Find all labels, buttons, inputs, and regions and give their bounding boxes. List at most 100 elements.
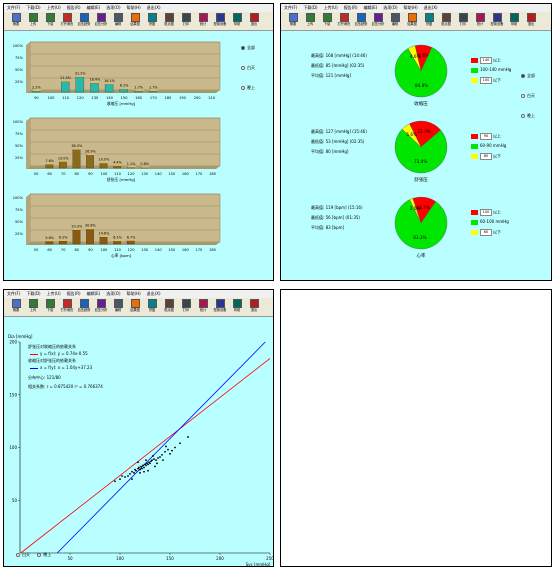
toolbar-button-13[interactable]: 帮助 (506, 13, 522, 29)
toolbar-button-12[interactable]: 配置设备 (212, 13, 228, 29)
toolbar-button-0[interactable]: 概要 (8, 299, 24, 315)
toolbar-button-12[interactable]: 配置设备 (489, 13, 505, 29)
toolbar-button-7[interactable]: 结果图 (127, 299, 143, 315)
toolbar-button-9[interactable]: 散点图 (161, 13, 177, 29)
toolbar-button-0[interactable]: 概要 (8, 13, 24, 29)
menu-item-6[interactable]: 帮助(H) (126, 5, 141, 10)
toolbar-button-3[interactable]: 打开病历 (59, 13, 75, 29)
toolbar-button-1[interactable]: 上传 (25, 299, 41, 315)
toolbar-button-4[interactable]: 血压趋势 (76, 13, 92, 29)
toolbar-button-13[interactable]: 帮助 (229, 299, 245, 315)
toolbar-icon-1 (305, 13, 315, 22)
x-tick-label: 120 (77, 96, 85, 100)
toolbar-button-3[interactable]: 打开病历 (336, 13, 352, 29)
menu-item-6[interactable]: 帮助(H) (403, 5, 418, 10)
toolbar-button-10[interactable]: 打印 (178, 299, 194, 315)
menu-item-4[interactable]: 编辑(E) (86, 5, 101, 10)
menu-item-0[interactable]: 文件(F) (284, 5, 298, 10)
filter-all-radio[interactable]: 全部 (241, 45, 269, 51)
menu-item-1[interactable]: 下载(D) (26, 291, 41, 296)
filter-day-radio[interactable]: 白天 (241, 65, 269, 71)
threshold-input[interactable]: 100 (480, 77, 492, 84)
menu-item-4[interactable]: 编辑(E) (86, 291, 101, 296)
toolbar-button-6[interactable]: 编辑 (110, 299, 126, 315)
toolbar-button-10[interactable]: 打印 (455, 13, 471, 29)
toolbar-button-13[interactable]: 帮助 (229, 13, 245, 29)
bar-top (86, 227, 96, 230)
toolbar-button-12[interactable]: 配置设备 (212, 299, 228, 315)
x-tick-label: 100 (100, 248, 108, 252)
toolbar-label-6: 编辑 (391, 22, 399, 26)
menu-item-5[interactable]: 选项(O) (383, 5, 398, 10)
toolbar-button-7[interactable]: 结果图 (127, 13, 143, 29)
toolbar-button-0[interactable]: 概要 (285, 13, 301, 29)
toolbar-button-5[interactable]: 血压分析 (93, 299, 109, 315)
threshold-input[interactable]: 140 (480, 57, 492, 64)
toolbar-icon-9 (441, 13, 451, 22)
toolbar-button-10[interactable]: 打印 (178, 13, 194, 29)
threshold-input[interactable]: 60 (480, 153, 492, 160)
filter-all-radio[interactable]: 全部 (521, 73, 549, 79)
toolbar-button-1[interactable]: 上传 (302, 13, 318, 29)
toolbar-button-6[interactable]: 编辑 (110, 13, 126, 29)
menu-item-1[interactable]: 下载(D) (26, 5, 41, 10)
bar-top (148, 89, 159, 92)
filter-night-radio[interactable]: 晚上 (521, 113, 549, 119)
slice-label: 4.6% (410, 54, 421, 59)
toolbar-button-1[interactable]: 上传 (25, 13, 41, 29)
menu-item-0[interactable]: 文件(F) (7, 5, 21, 10)
toolbar-label-1: 上传 (29, 22, 37, 26)
toolbar-label-1: 上传 (306, 22, 314, 26)
menu-item-2[interactable]: 上传(U) (46, 291, 61, 296)
menu-item-7[interactable]: 退出(X) (423, 5, 438, 10)
toolbar-icon-0 (11, 13, 21, 22)
toolbar-icon-5 (373, 13, 383, 22)
menu-item-5[interactable]: 选项(O) (106, 291, 121, 296)
menu-item-6[interactable]: 帮助(H) (126, 291, 141, 296)
menu-item-5[interactable]: 选项(O) (106, 5, 121, 10)
toolbar-button-2[interactable]: 下载 (42, 299, 58, 315)
menu-item-2[interactable]: 上传(U) (46, 5, 61, 10)
menu-item-3[interactable]: 报告(R) (343, 5, 358, 10)
toolbar-button-8[interactable]: 饼图 (421, 13, 437, 29)
histogram-content: 100% 75% 50% 25% 2.2% 90 100 21.5% 110 31.2% 120 18… (4, 31, 273, 280)
menu-item-1[interactable]: 下载(D) (303, 5, 318, 10)
menu-item-4[interactable]: 编辑(E) (363, 5, 378, 10)
menu-item-7[interactable]: 退出(X) (146, 291, 161, 296)
pie-slice (409, 198, 422, 224)
toolbar-button-7[interactable]: 结果图 (404, 13, 420, 29)
threshold-input[interactable]: 100 (480, 209, 492, 216)
toolbar-button-4[interactable]: 血压趋势 (76, 299, 92, 315)
menu-item-2[interactable]: 上传(U) (323, 5, 338, 10)
toolbar-button-11[interactable]: 统计 (195, 299, 211, 315)
toolbar-button-3[interactable]: 打开病历 (59, 299, 75, 315)
threshold-input[interactable]: 60 (480, 229, 492, 236)
filter-night-radio[interactable]: 晚上 (37, 552, 51, 557)
toolbar-button-8[interactable]: 饼图 (144, 299, 160, 315)
filter-day-radio[interactable]: 白天 (521, 93, 549, 99)
toolbar-label-3: 打开病历 (60, 22, 74, 26)
menu-item-0[interactable]: 文件(F) (7, 291, 21, 296)
toolbar-button-9[interactable]: 散点图 (438, 13, 454, 29)
toolbar-button-6[interactable]: 编辑 (387, 13, 403, 29)
menu-item-3[interactable]: 报告(R) (66, 291, 81, 296)
menu-item-7[interactable]: 退出(X) (146, 5, 161, 10)
toolbar-button-5[interactable]: 血压分析 (370, 13, 386, 29)
toolbar-button-9[interactable]: 散点图 (161, 299, 177, 315)
menu-item-3[interactable]: 报告(R) (66, 5, 81, 10)
toolbar-button-5[interactable]: 血压分析 (93, 13, 109, 29)
data-point (114, 480, 116, 483)
toolbar-button-4[interactable]: 血压趋势 (353, 13, 369, 29)
toolbar-button-14[interactable]: 退出 (246, 299, 262, 315)
filter-day-radio[interactable]: 白天 (16, 552, 30, 557)
toolbar-button-2[interactable]: 下载 (319, 13, 335, 29)
threshold-input[interactable]: 90 (480, 133, 492, 140)
toolbar-button-2[interactable]: 下载 (42, 13, 58, 29)
toolbar-button-11[interactable]: 统计 (472, 13, 488, 29)
toolbar-button-14[interactable]: 退出 (246, 13, 262, 29)
toolbar-button-11[interactable]: 统计 (195, 13, 211, 29)
filter-night-radio[interactable]: 晚上 (241, 85, 269, 91)
toolbar-button-8[interactable]: 饼图 (144, 13, 160, 29)
legend-center: 分布中心: 121/80 (28, 375, 61, 380)
toolbar-button-14[interactable]: 退出 (523, 13, 539, 29)
